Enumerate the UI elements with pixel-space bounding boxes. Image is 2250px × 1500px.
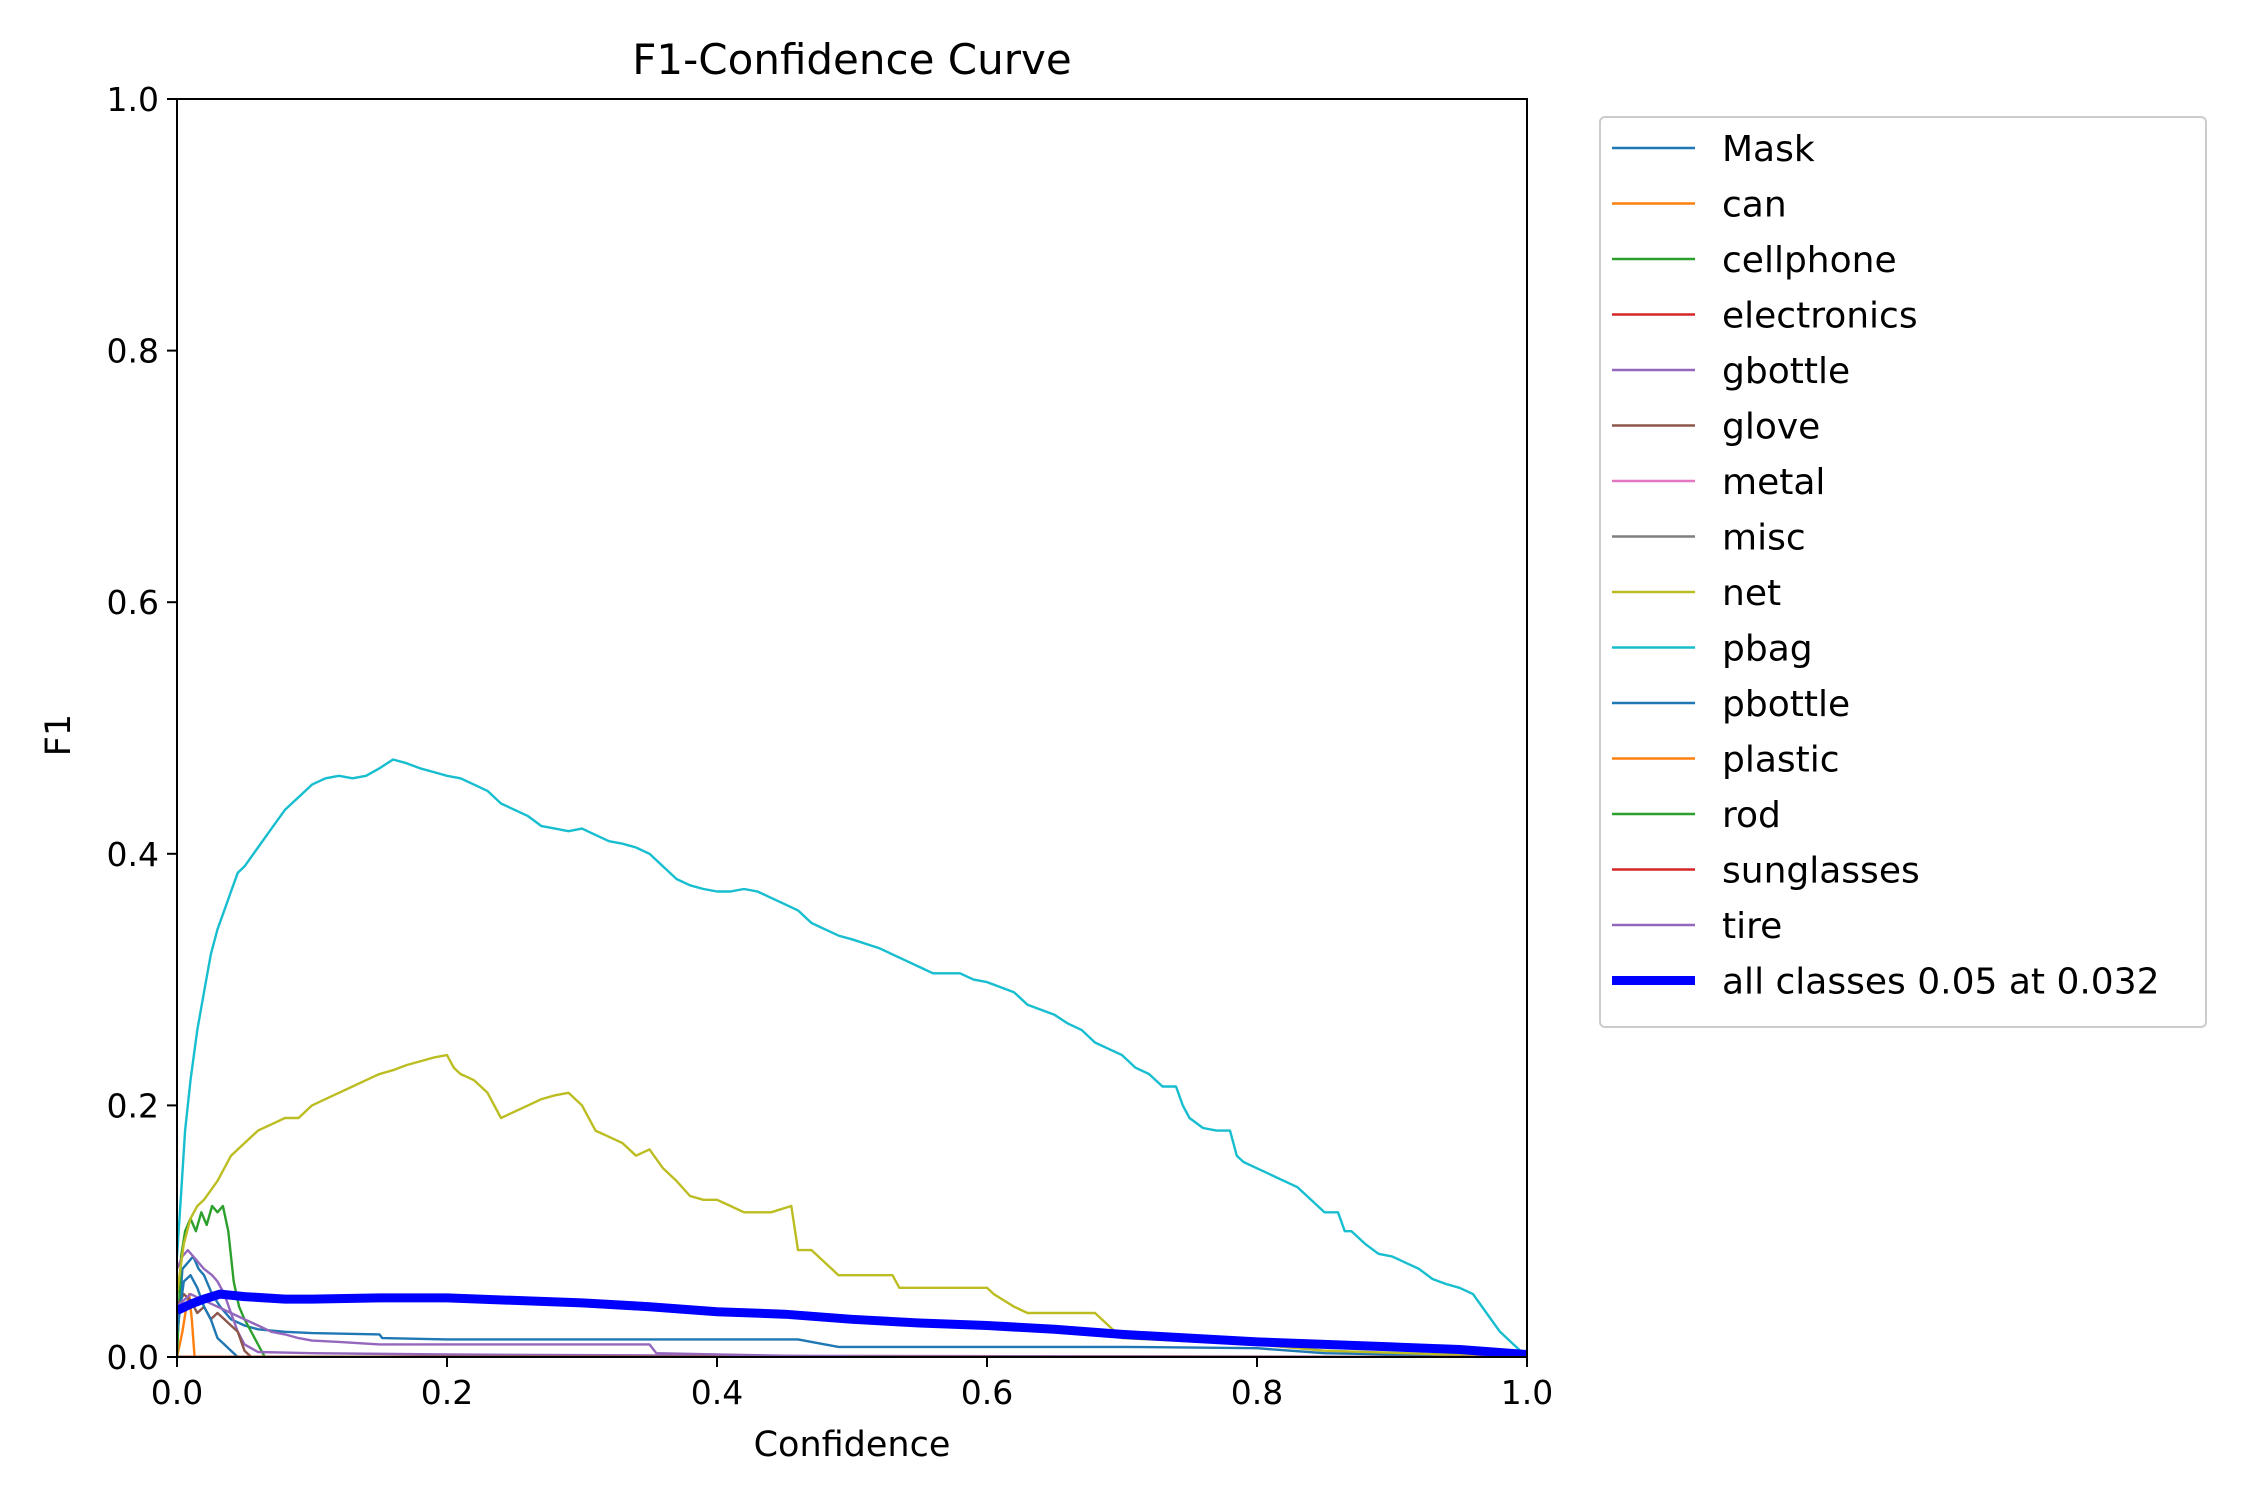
legend-label-can: can	[1722, 185, 1787, 226]
y-tick-label: 0.8	[107, 332, 159, 371]
series-line-pbottle	[177, 1274, 1527, 1357]
legend-label-tire: tire	[1722, 906, 1782, 947]
legend-box	[1599, 116, 2207, 1028]
x-axis: 0.0 0.2 0.4 0.6 0.8 1.0	[151, 1357, 1553, 1412]
x-tick-label: 0.0	[151, 1373, 203, 1412]
legend-label-metal: metal	[1722, 462, 1825, 503]
legend-label-pbag: pbag	[1722, 629, 1813, 670]
legend-label-plastic: plastic	[1722, 740, 1840, 781]
x-tick-label: 0.2	[421, 1373, 473, 1412]
plot-area	[177, 758, 1527, 1357]
x-tick-label: 0.6	[961, 1373, 1013, 1412]
legend-label-net: net	[1722, 573, 1781, 614]
legend: Mask can cellphone electronics gbottle glove m…	[1599, 116, 2207, 1028]
series-line-mask	[177, 1255, 1527, 1357]
y-tick-label: 0.6	[107, 583, 159, 622]
plot-frame	[176, 98, 1528, 1358]
legend-label-mask: Mask	[1722, 129, 1815, 170]
legend-label-all-classes-0-05-at-0-032: all classes 0.05 at 0.032	[1722, 962, 2160, 1003]
legend-label-gbottle: gbottle	[1722, 351, 1850, 392]
y-axis-label: F1	[39, 714, 79, 756]
x-tick-label: 0.8	[1231, 1373, 1283, 1412]
legend-label-rod: rod	[1722, 795, 1781, 836]
series-line-net	[177, 1053, 1527, 1357]
legend-label-glove: glove	[1722, 407, 1820, 448]
y-tick-label: 1.0	[107, 80, 159, 119]
legend-label-cellphone: cellphone	[1722, 240, 1897, 281]
x-tick-label: 1.0	[1501, 1373, 1553, 1412]
x-axis-label: Confidence	[754, 1425, 951, 1465]
y-tick-label: 0.2	[107, 1086, 159, 1125]
series-line-tire	[177, 1292, 1527, 1357]
x-tick-label: 0.4	[691, 1373, 743, 1412]
y-tick-label: 0.4	[107, 835, 159, 874]
chart-title: F1-Confidence Curve	[632, 35, 1071, 84]
series-line-pbag	[177, 758, 1527, 1357]
legend-label-sunglasses: sunglasses	[1722, 851, 1920, 892]
legend-label-pbottle: pbottle	[1722, 684, 1850, 725]
y-tick-label: 0.0	[107, 1338, 159, 1377]
legend-label-misc: misc	[1722, 518, 1806, 559]
series-line-all-classes-0-05-at-0-032	[177, 1289, 1527, 1357]
legend-label-electronics: electronics	[1722, 296, 1918, 337]
y-axis: 0.0 0.2 0.4 0.6 0.8 1.0	[107, 80, 177, 1377]
